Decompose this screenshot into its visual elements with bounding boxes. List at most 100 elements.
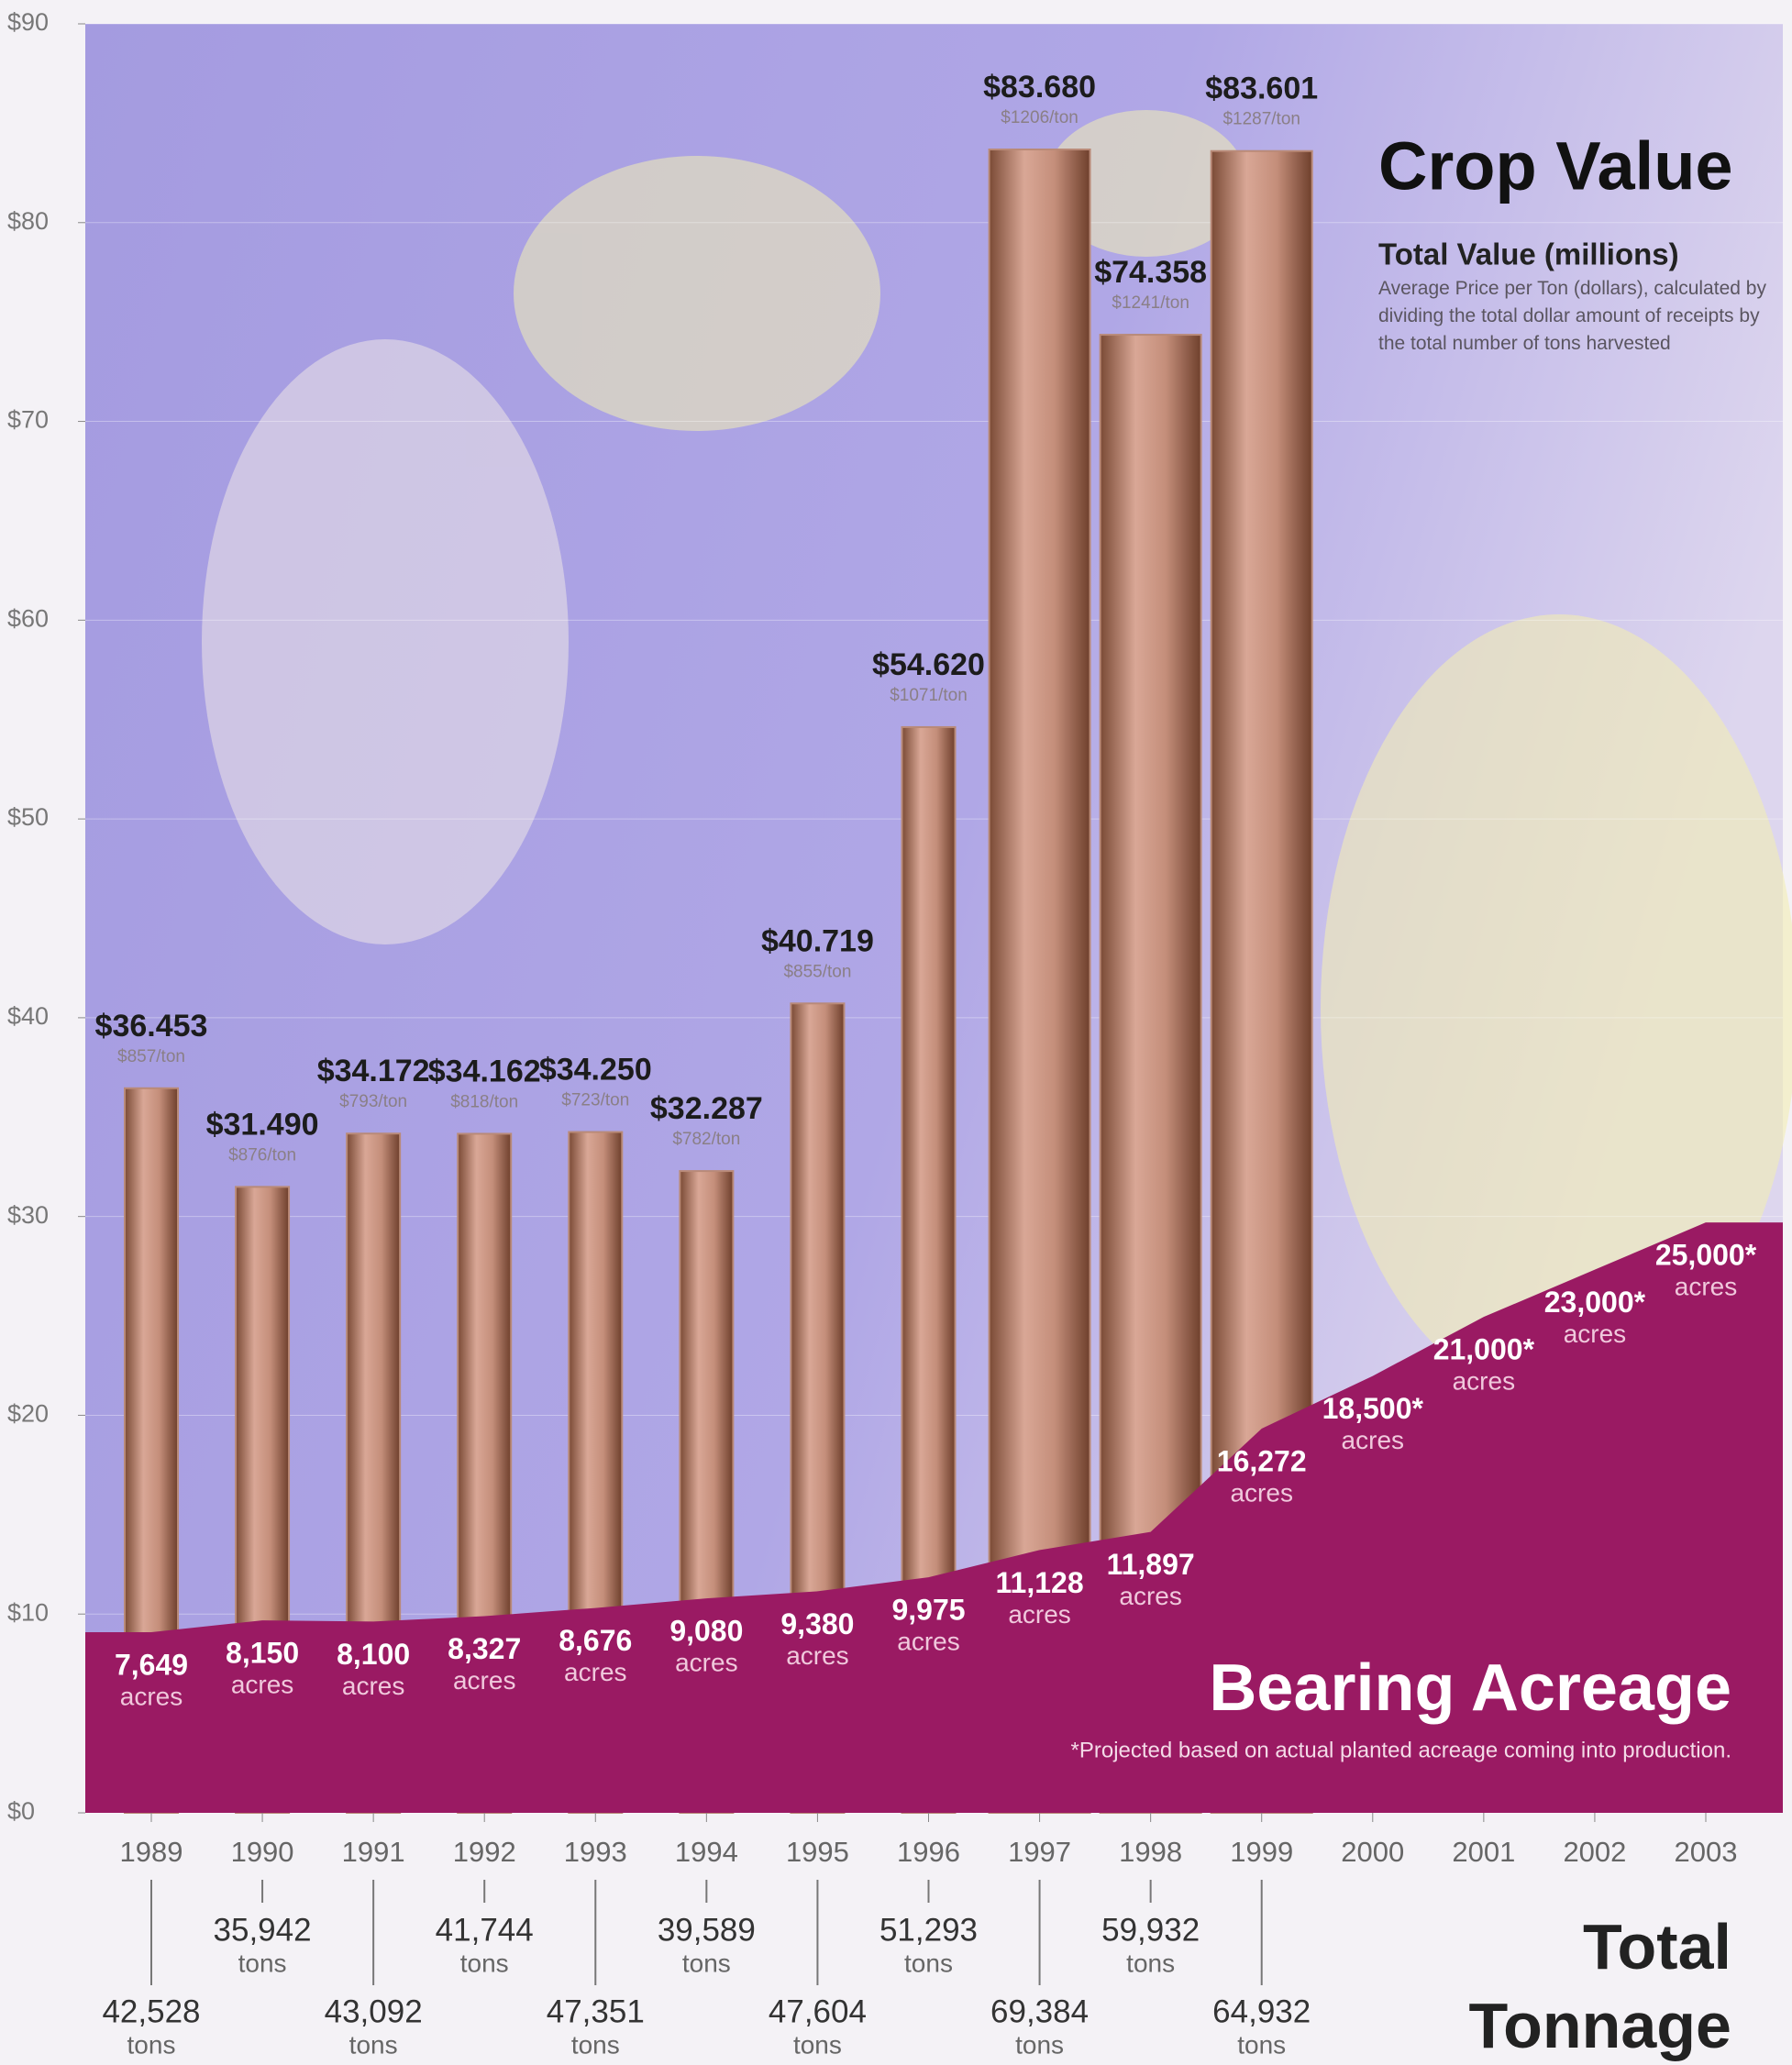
value-label: $36.453 <box>95 1009 208 1044</box>
price-label: $793/ton <box>339 1092 407 1111</box>
unit-label: acres <box>1119 1582 1181 1610</box>
value-label: 7,649 <box>115 1648 188 1681</box>
unit-label: acres <box>1230 1478 1292 1507</box>
value-label: $34.172 <box>317 1054 430 1088</box>
x-tick-label: 1994 <box>675 1836 738 1868</box>
description: Average Price per Ton (dollars), calcula… <box>1378 275 1773 358</box>
price-label: $1071/ton <box>890 686 968 705</box>
unit-label: acres <box>675 1649 737 1677</box>
x-tick-label: 1996 <box>897 1836 960 1868</box>
value-label: 8,100 <box>337 1638 410 1671</box>
value-label: 8,327 <box>448 1632 521 1665</box>
value-label: $34.250 <box>539 1053 652 1088</box>
x-tick-label: 2002 <box>1563 1836 1626 1868</box>
unit-label: tons <box>571 2030 620 2059</box>
price-label: $1241/ton <box>1112 293 1189 313</box>
unit-label: tons <box>682 1949 731 1977</box>
tonnage-label: 42,528 <box>102 1993 200 2029</box>
price-label: $1287/ton <box>1222 110 1300 129</box>
x-tick-label: 1990 <box>231 1836 294 1868</box>
value-label: 9,080 <box>669 1615 743 1648</box>
price-label: $857/ton <box>117 1047 185 1066</box>
x-tick-label: 1995 <box>786 1836 849 1868</box>
unit-label: acres <box>453 1666 515 1695</box>
x-tick-label: 1991 <box>342 1836 405 1868</box>
y-tick-label: $40 <box>7 1002 49 1030</box>
unit-label: tons <box>127 2030 176 2059</box>
page: $0 $10 $20 $30 $40 $50 $60 $70 $80 $90 $36.453 $857… <box>0 0 1792 2063</box>
unit-label: tons <box>904 1949 953 1977</box>
unit-label: acres <box>564 1658 626 1686</box>
x-tick-label: 1993 <box>564 1836 627 1868</box>
x-tick-label: 1992 <box>453 1836 516 1868</box>
chart-title: Crop Value <box>1378 128 1733 204</box>
unit-label: tons <box>1015 2030 1064 2059</box>
value-label: $31.490 <box>206 1107 319 1142</box>
unit-label: acres <box>1675 1273 1737 1301</box>
tonnage-label: 69,384 <box>990 1993 1089 2029</box>
unit-label: tons <box>238 1949 287 1977</box>
tonnage-label: 35,942 <box>214 1912 312 1948</box>
value-label: 9,975 <box>891 1594 965 1627</box>
area-note: *Projected based on actual planted acrea… <box>1071 1738 1731 1762</box>
unit-label: tons <box>1237 2030 1286 2059</box>
y-tick-label: $50 <box>7 803 49 831</box>
unit-label: acres <box>342 1672 404 1700</box>
tonnage-label: 39,589 <box>658 1912 756 1948</box>
value-label: 8,676 <box>559 1624 632 1657</box>
unit-label: acres <box>1453 1367 1515 1396</box>
tonnage-title: Total Tonnage <box>1401 1907 1731 2065</box>
value-label: 23,000* <box>1544 1286 1646 1319</box>
x-tick-label: 1997 <box>1008 1836 1071 1868</box>
y-tick-label: $20 <box>7 1400 49 1428</box>
unit-label: acres <box>1008 1600 1070 1629</box>
x-tick-label: 2003 <box>1675 1836 1738 1868</box>
x-tick-label: 2000 <box>1341 1836 1404 1868</box>
area-title: Bearing Acreage <box>1209 1651 1731 1725</box>
tonnage-label: 41,744 <box>436 1912 534 1948</box>
value-label: 9,380 <box>780 1607 854 1640</box>
unit-label: tons <box>460 1949 509 1977</box>
unit-label: acres <box>120 1682 183 1710</box>
x-tick-label: 1989 <box>120 1836 183 1868</box>
price-label: $782/ton <box>672 1130 740 1149</box>
value-label: 11,128 <box>996 1566 1084 1599</box>
x-tick-label: 2001 <box>1452 1836 1515 1868</box>
unit-label: acres <box>1342 1426 1404 1454</box>
value-label: $83.680 <box>983 70 1096 105</box>
value-label: $54.620 <box>872 647 985 682</box>
tonnage-label: 47,351 <box>547 1993 645 2029</box>
x-tick-label: 1998 <box>1119 1836 1182 1868</box>
value-label: $32.287 <box>650 1091 763 1126</box>
value-label: 16,272 <box>1217 1444 1307 1477</box>
value-label: 11,897 <box>1107 1548 1195 1581</box>
y-tick-label: $70 <box>7 406 49 434</box>
price-label: $723/ton <box>561 1091 629 1110</box>
unit-label: tons <box>349 2030 398 2059</box>
unit-label: acres <box>897 1628 959 1656</box>
price-label: $818/ton <box>450 1092 518 1111</box>
value-label: 8,150 <box>226 1637 299 1670</box>
y-tick-label: $80 <box>7 207 49 235</box>
unit-label: acres <box>1564 1320 1626 1348</box>
y-tick-label: $0 <box>7 1797 35 1825</box>
tonnage-label: 59,932 <box>1101 1912 1200 1948</box>
x-tick-label: 1999 <box>1230 1836 1293 1868</box>
unit-label: acres <box>786 1641 848 1670</box>
value-label: 21,000* <box>1433 1333 1535 1366</box>
price-label: $1206/ton <box>1001 108 1079 127</box>
y-tick-label: $10 <box>7 1598 49 1626</box>
tonnage-label: 43,092 <box>325 1993 423 2029</box>
value-label: $34.162 <box>428 1054 541 1088</box>
price-label: $876/ton <box>228 1145 296 1165</box>
value-label: $74.358 <box>1094 255 1207 290</box>
series-name: Total Value (millions) <box>1378 237 1679 271</box>
y-tick-label: $90 <box>7 8 49 36</box>
y-tick-label: $60 <box>7 604 49 632</box>
value-label: $40.719 <box>761 923 874 958</box>
y-tick-label: $30 <box>7 1201 49 1229</box>
price-label: $855/ton <box>783 962 851 981</box>
tonnage-label: 51,293 <box>879 1912 978 1948</box>
tonnage-label: 64,932 <box>1212 1993 1311 2029</box>
unit-label: acres <box>231 1671 293 1699</box>
